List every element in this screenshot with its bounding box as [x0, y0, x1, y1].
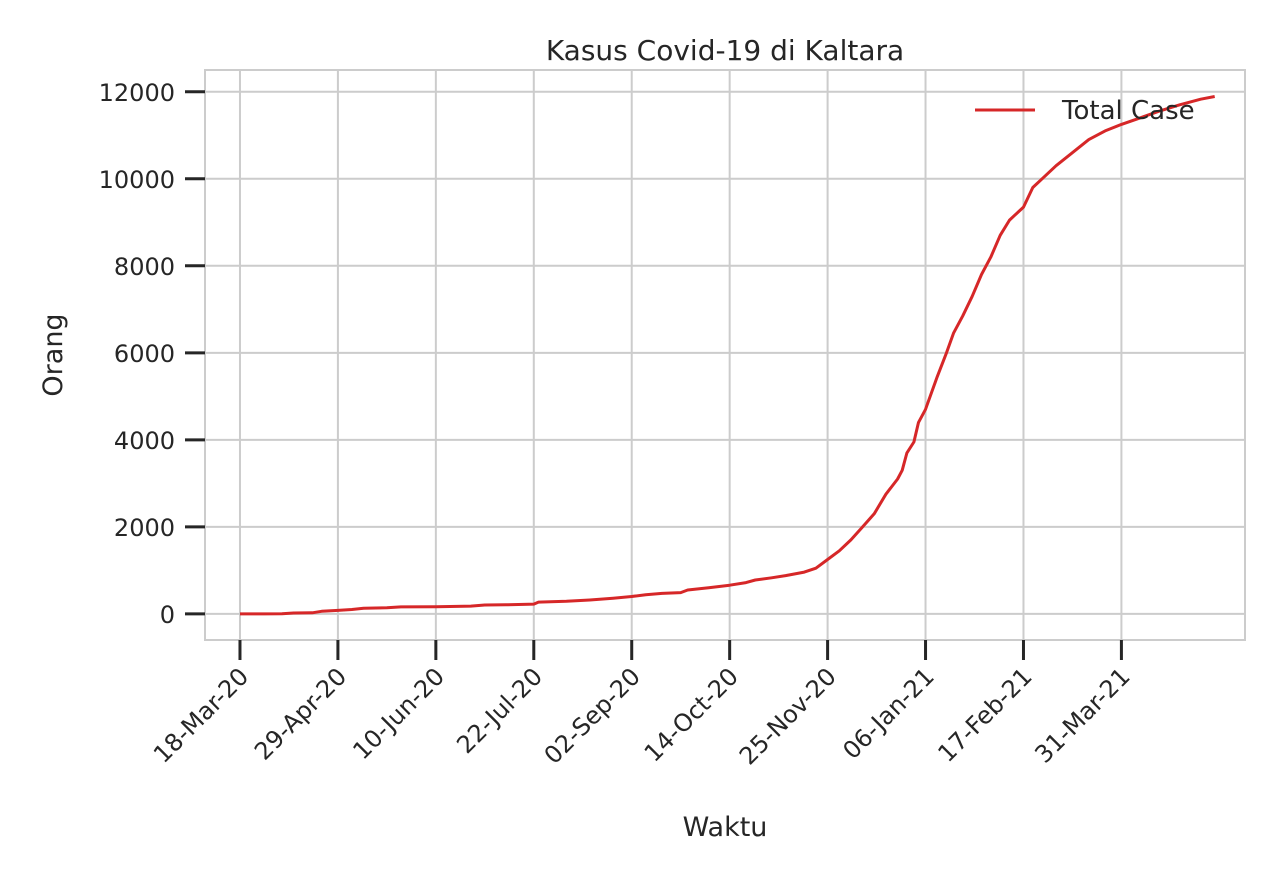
y-tick-label: 10000: [99, 166, 175, 194]
y-axis-title: Orang: [38, 313, 69, 396]
y-tick-label: 8000: [114, 253, 175, 281]
x-tick-label: 10-Jun-20: [347, 662, 450, 765]
x-tick-label: 25-Nov-20: [734, 662, 842, 770]
y-tick-label: 2000: [114, 514, 175, 542]
x-tick-label: 22-Jul-20: [451, 662, 548, 759]
y-tick-label: 4000: [114, 427, 175, 455]
x-tick-label: 31-Mar-21: [1029, 662, 1135, 768]
legend-label-total-case: Total Case: [1061, 96, 1195, 126]
x-tick-label: 06-Jan-21: [837, 662, 939, 764]
legend: Total Case: [975, 96, 1195, 126]
chart-title: Kasus Covid-19 di Kaltara: [546, 34, 904, 67]
x-tick-label: 14-Oct-20: [639, 662, 744, 767]
plot-frame: [204, 69, 1246, 641]
series-line-total-case: [240, 95, 1215, 616]
x-tick-label: 29-Apr-20: [249, 662, 352, 765]
x-tick-label: 17-Feb-21: [932, 662, 1037, 767]
series-layer: [240, 95, 1215, 616]
y-tick-label: 12000: [99, 79, 175, 107]
x-tick-label: 18-Mar-20: [148, 662, 254, 768]
y-tick-label: 0: [160, 601, 175, 629]
x-axis-title: Waktu: [683, 812, 768, 843]
y-tick-label: 6000: [114, 340, 175, 368]
x-tick-label: 02-Sep-20: [539, 662, 646, 769]
grid: [205, 70, 1245, 640]
